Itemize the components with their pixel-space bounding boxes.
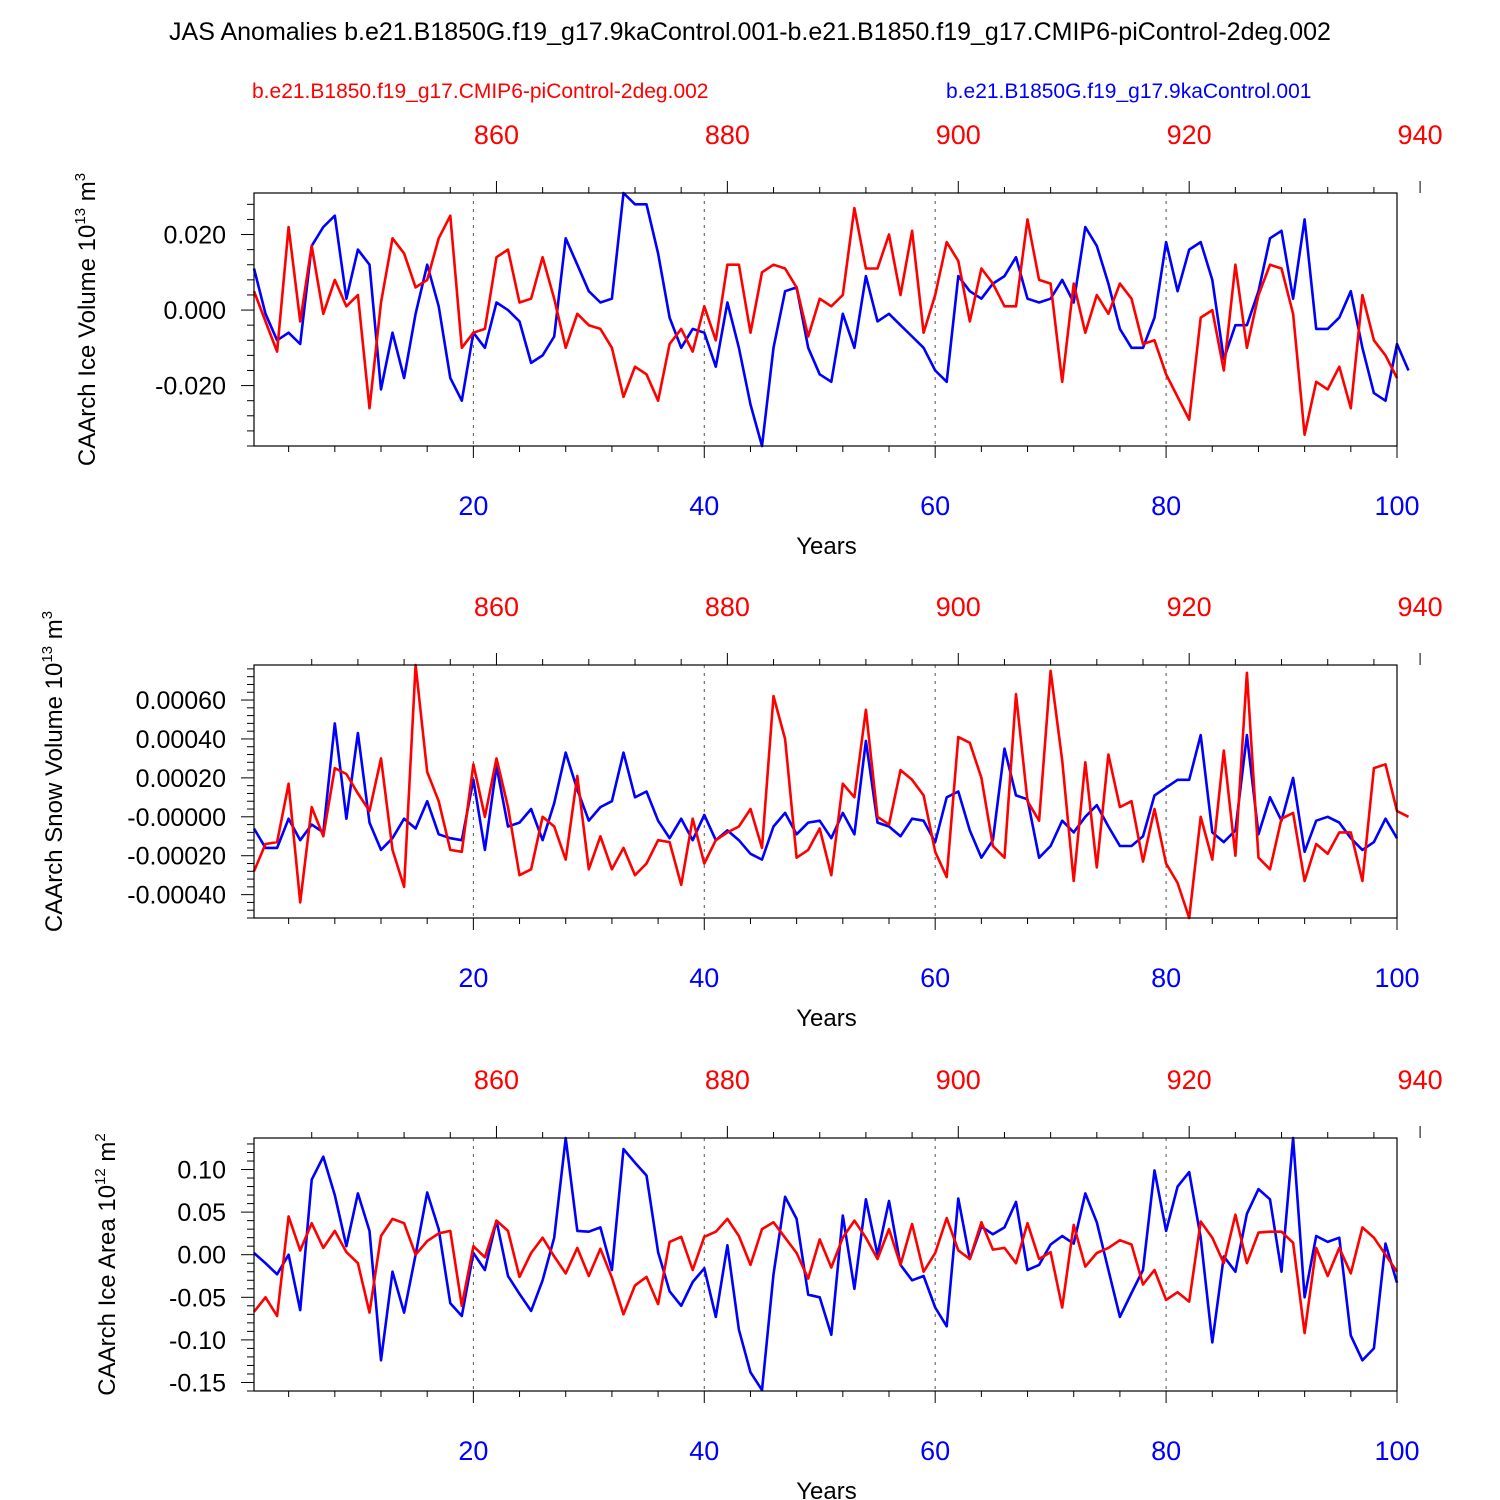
- y-tick-label: -0.020: [155, 373, 226, 401]
- plot-frame: [253, 1137, 1398, 1392]
- x-tick-label: 60: [920, 491, 950, 521]
- x-top-tick-label: 900: [936, 592, 981, 622]
- y-tick-label: 0.000: [163, 297, 226, 325]
- plot-frame: [253, 664, 1398, 919]
- y-tick-label: -0.00000: [127, 804, 226, 832]
- x-top-tick-label: 880: [705, 592, 750, 622]
- x-tick-label: 60: [920, 963, 950, 993]
- y-tick-label: 0.10: [177, 1157, 226, 1185]
- x-tick-label: 40: [689, 963, 719, 993]
- y-tick-label: -0.15: [169, 1369, 226, 1397]
- x-top-tick-label: 940: [1398, 120, 1443, 150]
- x-tick-label: 60: [920, 1436, 950, 1466]
- x-axis-label: Years: [796, 1478, 857, 1500]
- x-tick-label: 40: [689, 491, 719, 521]
- y-tick-label: -0.00020: [127, 843, 226, 871]
- x-tick-label: 40: [689, 1436, 719, 1466]
- x-tick-label: 100: [1374, 1436, 1419, 1466]
- x-axis-label: Years: [796, 533, 857, 560]
- x-top-tick-label: 920: [1167, 1065, 1212, 1095]
- chart-title: JAS Anomalies b.e21.B1850G.f19_g17.9kaCo…: [169, 18, 1331, 46]
- series-red-line: [252, 1213, 1399, 1335]
- x-top-tick-label: 900: [936, 1065, 981, 1095]
- legend-red-series: b.e21.B1850.f19_g17.CMIP6-piControl-2deg…: [252, 80, 709, 103]
- series-blue-line: [252, 722, 1399, 861]
- x-tick-label: 20: [458, 491, 488, 521]
- x-tick-label: 100: [1374, 491, 1419, 521]
- series-blue-line: [253, 1136, 1399, 1392]
- series-red-line: [252, 206, 1399, 437]
- y-tick-label: 0.00020: [136, 765, 226, 793]
- x-tick-label: 80: [1151, 491, 1181, 521]
- plot-frame: [253, 192, 1398, 447]
- x-tick-label: 20: [458, 1436, 488, 1466]
- x-top-tick-label: 860: [474, 120, 519, 150]
- x-top-tick-label: 920: [1167, 120, 1212, 150]
- y-tick-label: -0.05: [169, 1284, 226, 1312]
- x-top-tick-label: 860: [474, 1065, 519, 1095]
- y-tick-label: 0.00: [177, 1242, 226, 1270]
- chart-panel-3: 20 40 60 80 100 860 880 900 920 940 0.10 0.05 0.00 -0…: [92, 1065, 1443, 1500]
- y-tick-label: 0.00060: [136, 687, 226, 715]
- chart-panel-1: 20 40 60 80 100 860 880 900 920 940 0.020 0.000 -0.0…: [72, 120, 1443, 560]
- x-axis-label: Years: [796, 1005, 857, 1032]
- y-tick-label: 0.05: [177, 1199, 226, 1227]
- x-tick-label: 80: [1151, 963, 1181, 993]
- series-red-line: [252, 663, 1410, 920]
- y-tick-label: -0.10: [169, 1327, 226, 1355]
- x-top-tick-label: 880: [705, 120, 750, 150]
- series-blue-line: [252, 191, 1410, 448]
- x-top-tick-label: 900: [936, 120, 981, 150]
- y-axis-label: CAArch Snow Volume 1013 m3: [39, 611, 68, 932]
- legend-blue-series: b.e21.B1850G.f19_g17.9kaControl.001: [946, 80, 1312, 103]
- x-top-tick-label: 880: [705, 1065, 750, 1095]
- x-top-tick-label: 940: [1398, 1065, 1443, 1095]
- y-tick-label: 0.00040: [136, 726, 226, 754]
- y-tick-label: 0.020: [163, 222, 226, 250]
- x-top-tick-label: 940: [1398, 592, 1443, 622]
- x-top-tick-label: 920: [1167, 592, 1212, 622]
- y-axis-label: CAArch Ice Area 1012 m2: [92, 1133, 121, 1395]
- x-top-tick-label: 860: [474, 592, 519, 622]
- chart-panel-2: 20 40 60 80 100 860 880 900 920 940 0.00060 0.00040…: [39, 592, 1443, 1032]
- x-tick-label: 20: [458, 963, 488, 993]
- y-axis-label: CAArch Ice Volume 1013 m3: [72, 173, 101, 466]
- x-tick-label: 80: [1151, 1436, 1181, 1466]
- y-tick-label: -0.00040: [127, 882, 226, 910]
- x-tick-label: 100: [1374, 963, 1419, 993]
